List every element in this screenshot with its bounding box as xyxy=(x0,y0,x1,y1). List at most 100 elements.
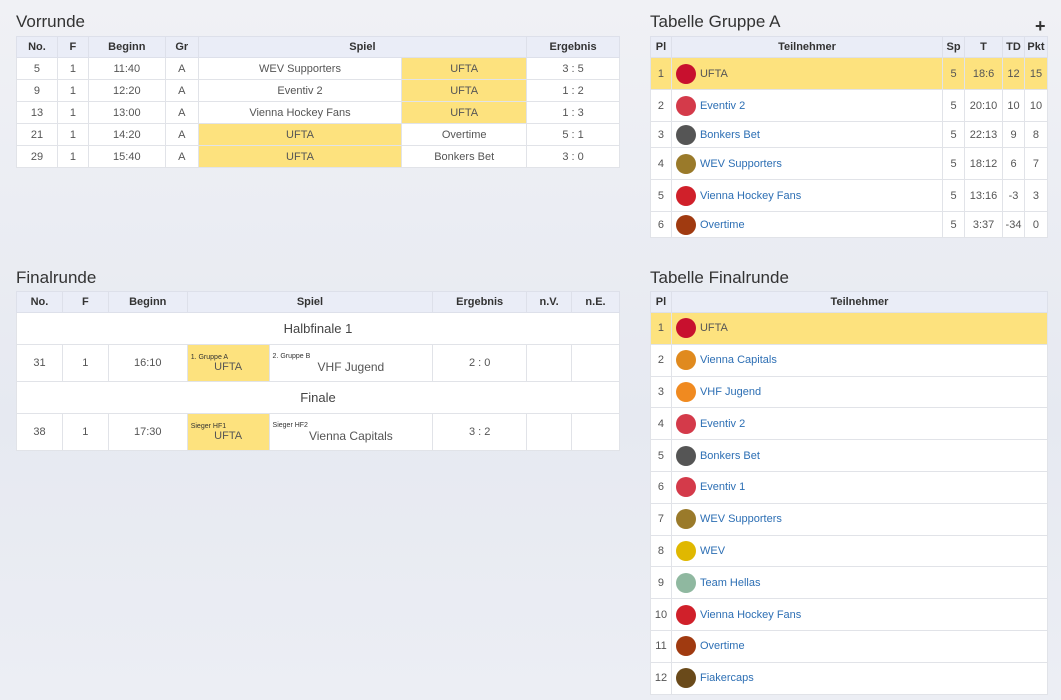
table-row: 5 1 11:40 A WEV Supporters UFTA 3 : 5 xyxy=(16,57,620,80)
away-team: UFTA xyxy=(401,101,528,124)
finalrunde-title: Finalrunde xyxy=(16,268,97,287)
games: 5 xyxy=(942,89,966,122)
tabelle-final-title: Tabelle Finalrunde xyxy=(650,268,789,287)
team-cell[interactable]: Eventiv 1 xyxy=(670,470,1049,504)
away-team-name: VHF Jugend xyxy=(317,359,385,374)
add-icon[interactable]: + xyxy=(1035,16,1046,36)
place: 2 xyxy=(650,89,672,122)
team-cell[interactable]: Vienna Hockey Fans xyxy=(670,179,944,212)
col-pl: Pl xyxy=(650,36,672,58)
team-cell[interactable]: UFTA xyxy=(670,57,944,90)
team-link[interactable]: Vienna Capitals xyxy=(699,354,777,367)
field: 1 xyxy=(56,101,89,124)
place: 11 xyxy=(650,629,672,663)
field: 1 xyxy=(56,123,89,146)
team-cell[interactable]: VHF Jugend xyxy=(670,375,1049,409)
team-link[interactable]: VHF Jugend xyxy=(699,385,762,398)
games: 5 xyxy=(942,211,966,238)
team-link[interactable]: WEV Supporters xyxy=(699,157,782,170)
col-teilnehmer: Teilnehmer xyxy=(670,291,1049,313)
col-no: No. xyxy=(16,36,58,58)
group: A xyxy=(164,123,199,146)
table-row: 9 1 12:20 A Eventiv 2 UFTA 1 : 2 xyxy=(16,79,620,102)
result: 2 : 0 xyxy=(432,344,528,382)
team-cell[interactable]: Overtime xyxy=(670,629,1049,663)
goals: 18:12 xyxy=(964,147,1004,180)
col-nv: n.V. xyxy=(526,291,573,313)
team-cell[interactable]: WEV xyxy=(670,534,1049,568)
team-link[interactable]: Vienna Hockey Fans xyxy=(699,608,802,621)
place: 6 xyxy=(650,211,672,238)
round-heading: Finale xyxy=(16,381,620,414)
team-cell[interactable]: Overtime xyxy=(670,211,944,238)
away-team-name: Vienna Capitals xyxy=(308,428,393,443)
team-cell[interactable]: WEV Supporters xyxy=(670,502,1049,536)
team-cell[interactable]: Team Hellas xyxy=(670,566,1049,600)
team-link[interactable]: Eventiv 2 xyxy=(699,99,746,112)
goals: 3:37 xyxy=(964,211,1004,238)
col-teilnehmer: Teilnehmer xyxy=(670,36,944,58)
team-link[interactable]: Eventiv 2 xyxy=(699,417,746,430)
team-logo-icon xyxy=(675,381,696,402)
overtime xyxy=(526,344,573,382)
gruppe-a-table: Pl Teilnehmer Sp T TD Pkt 1 UFTA 5 18:6 12 15… xyxy=(650,36,1049,238)
team-link[interactable]: WEV Supporters xyxy=(699,513,782,526)
team-link[interactable]: WEV xyxy=(699,544,726,557)
team-link[interactable]: Bonkers Bet xyxy=(699,128,760,141)
place: 9 xyxy=(650,566,672,600)
team-logo-icon xyxy=(675,350,696,371)
result: 3 : 5 xyxy=(526,57,620,80)
team-cell[interactable]: Eventiv 2 xyxy=(670,407,1049,441)
team-link[interactable]: Overtime xyxy=(699,218,745,231)
standings-row: 3 Bonkers Bet 5 22:13 9 8 xyxy=(650,121,1049,148)
table-row: 29 1 15:40 A UFTA Bonkers Bet 3 : 0 xyxy=(16,145,620,168)
standings-row: 10 Vienna Hockey Fans xyxy=(650,598,1049,631)
place: 5 xyxy=(650,179,672,212)
goals: 13:16 xyxy=(964,179,1004,212)
standings-row: 1 UFTA 5 18:6 12 15 xyxy=(650,57,1049,90)
col-td: TD xyxy=(1002,36,1025,58)
col-pkt: Pkt xyxy=(1023,36,1049,58)
result: 3 : 2 xyxy=(432,413,528,451)
standings-row: 2 Vienna Capitals xyxy=(650,343,1049,377)
start-time: 12:20 xyxy=(87,79,166,102)
team-cell[interactable]: Eventiv 2 xyxy=(670,89,944,122)
games: 5 xyxy=(942,147,966,180)
team-link[interactable]: Fiakercaps xyxy=(699,672,754,685)
team-cell[interactable]: UFTA xyxy=(670,312,1049,345)
goals: 18:6 xyxy=(964,57,1004,90)
team-cell[interactable]: Vienna Capitals xyxy=(670,343,1049,377)
team-link[interactable]: Overtime xyxy=(699,640,745,653)
team-cell[interactable]: Bonkers Bet xyxy=(670,121,944,148)
team-cell[interactable]: Bonkers Bet xyxy=(670,439,1049,472)
team-link[interactable]: Team Hellas xyxy=(699,576,761,589)
team-link[interactable]: UFTA xyxy=(699,322,728,335)
home-seed-label: 1. Gruppe A xyxy=(190,353,229,361)
standings-row: 11 Overtime xyxy=(650,629,1049,663)
home-team: UFTA xyxy=(197,123,403,146)
team-link[interactable]: Vienna Hockey Fans xyxy=(699,189,802,202)
team-logo-icon xyxy=(675,214,696,235)
home-team: WEV Supporters xyxy=(197,57,403,80)
team-cell[interactable]: Fiakercaps xyxy=(670,661,1049,695)
team-link[interactable]: UFTA xyxy=(699,67,728,80)
start-time: 16:10 xyxy=(107,344,188,382)
col-t: T xyxy=(964,36,1004,58)
col-beginn: Beginn xyxy=(87,36,166,58)
standings-row: 1 UFTA xyxy=(650,312,1049,345)
place: 3 xyxy=(650,121,672,148)
result: 3 : 0 xyxy=(526,145,620,168)
team-cell[interactable]: Vienna Hockey Fans xyxy=(670,598,1049,631)
home-team: Eventiv 2 xyxy=(197,79,403,102)
team-logo-icon xyxy=(675,445,696,466)
team-logo-icon xyxy=(675,572,696,593)
col-ergebnis: Ergebnis xyxy=(526,36,620,58)
team-link[interactable]: Bonkers Bet xyxy=(699,449,760,462)
home-team: Vienna Hockey Fans xyxy=(197,101,403,124)
col-sp: Sp xyxy=(942,36,966,58)
table-row: 38 1 17:30 Sieger HF1 UFTA Sieger HF2 Vienna… xyxy=(16,413,620,451)
away-team: Bonkers Bet xyxy=(401,145,528,168)
team-link[interactable]: Eventiv 1 xyxy=(699,481,746,494)
field: 1 xyxy=(61,413,109,451)
team-cell[interactable]: WEV Supporters xyxy=(670,147,944,180)
